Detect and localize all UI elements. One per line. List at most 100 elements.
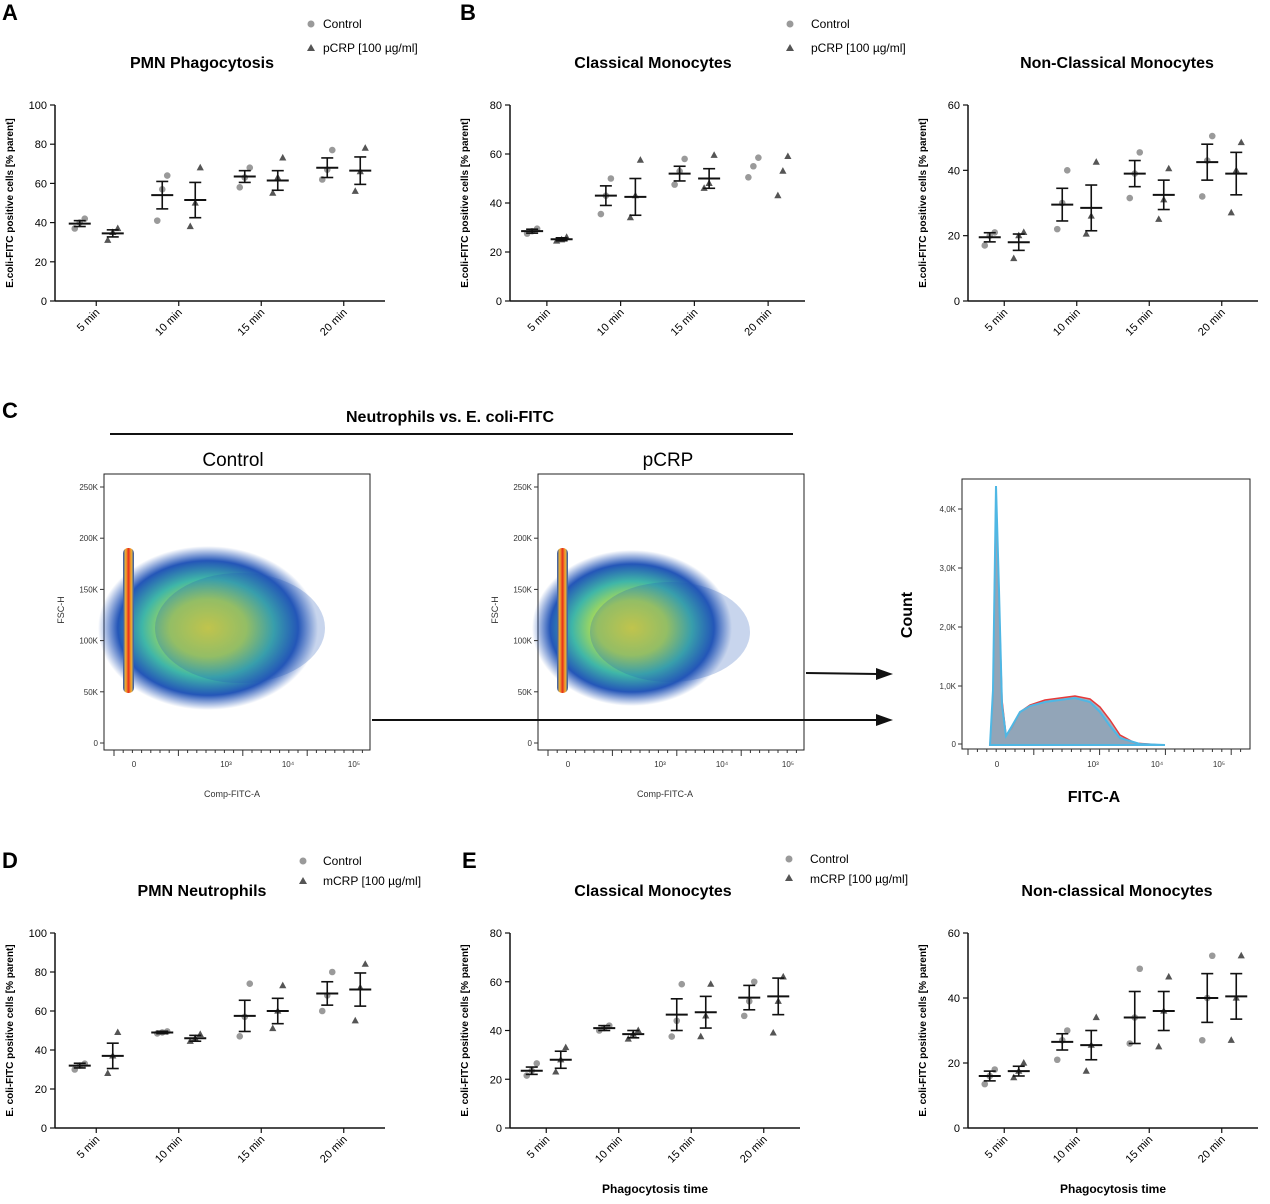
data-point [361, 144, 369, 151]
flow-x-label: Comp-FITC-A [637, 789, 693, 799]
y-tick-label: 40 [948, 993, 960, 1005]
y-tick-label: 0 [954, 1123, 960, 1135]
data-point [1053, 1056, 1061, 1064]
data-point [163, 172, 171, 179]
data-point [740, 1012, 748, 1020]
data-point [1208, 952, 1216, 960]
legend-treatment-label: mCRP [100 µg/ml] [323, 874, 421, 888]
y-axis-label: E. coli-FITC positive cells [% parent] [5, 944, 16, 1116]
y-tick-label: 40 [490, 198, 502, 210]
data-point [1010, 1073, 1018, 1081]
series-treatment [550, 151, 792, 244]
data-point [779, 167, 787, 174]
data-point [318, 1007, 326, 1015]
hist-x-tick-label: 0 [995, 760, 1000, 769]
legend-treatment-label: pCRP [100 µg/ml] [811, 41, 906, 55]
data-point [1208, 132, 1216, 140]
x-axis-label: Phagocytosis time [1060, 1182, 1166, 1196]
data-point [668, 1033, 676, 1040]
flow-plot-pcrp: 250K 200K 150K 100K 50K 0 0 10³ 10⁴ 10⁵ FSC-H Com… [490, 473, 805, 799]
flow-x-tick-label: 10⁴ [716, 760, 729, 769]
hist-x-tick-label: 10⁴ [1151, 760, 1164, 769]
y-tick-label: 20 [490, 247, 502, 259]
y-tick-label: 0 [496, 1123, 502, 1135]
y-tick-label: 40 [35, 218, 47, 230]
data-point [755, 154, 762, 161]
flow-y-tick-label: 200K [513, 534, 532, 543]
legend-treatment-marker [299, 877, 307, 884]
y-tick-label: 60 [35, 178, 47, 190]
y-tick-label: 40 [490, 1026, 502, 1038]
legend-control-label: Control [811, 17, 850, 31]
data-point [196, 163, 204, 171]
y-axis-label: E.coli-FITC positive cells [% parent] [5, 118, 16, 287]
data-point [697, 1032, 705, 1040]
data-point [769, 1028, 777, 1036]
y-tick-label: 0 [41, 296, 47, 308]
flow-y-label: FSC-H [490, 596, 500, 624]
data-point [1165, 164, 1173, 172]
data-point [1198, 193, 1206, 200]
data-point [114, 1028, 122, 1036]
data-point [1063, 1027, 1071, 1034]
data-point [1136, 149, 1144, 156]
series-control [68, 146, 339, 232]
flow-plot-control: 250K 200K 150K 100K 50K 0 0 10³ 10⁴ 10⁵ FSC-H Com… [56, 473, 371, 799]
histogram-y-label: Count [899, 591, 916, 638]
flow-y-tick-label: 250K [79, 483, 98, 492]
flow-x-tick-label: 10³ [654, 760, 666, 769]
data-point [1227, 1036, 1235, 1043]
y-tick-label: 60 [490, 149, 502, 161]
data-point [269, 1024, 277, 1032]
data-point [1237, 138, 1245, 146]
x-tick-label: 20 min [738, 1134, 770, 1166]
series-treatment [549, 972, 790, 1075]
data-point [1092, 158, 1100, 165]
y-tick-label: 20 [490, 1074, 502, 1086]
data-point [104, 236, 112, 243]
data-point [597, 210, 605, 218]
data-point [328, 968, 336, 976]
series-treatment [1007, 138, 1248, 262]
data-point [607, 175, 615, 182]
chart-B2: Non-Classical Monocytes 0 20 40 60 E.coli-FIT… [918, 55, 1258, 338]
legend-treatment-label: pCRP [100 µg/ml] [323, 41, 418, 55]
x-tick-label: 10 min [153, 1134, 185, 1166]
y-tick-label: 80 [35, 139, 47, 151]
hist-y-tick-label: 1,0K [940, 682, 957, 691]
data-point [1082, 230, 1090, 237]
series-control [978, 952, 1219, 1088]
y-axis-label: E.coli-FITC positive cells [% parent] [918, 118, 929, 287]
legend-treatment-marker [307, 44, 315, 51]
data-point [710, 151, 718, 158]
panel-letter-d: D [2, 848, 18, 873]
legend-treatment-marker [785, 874, 793, 881]
x-tick-label: 10 min [1051, 1134, 1083, 1166]
arrow-head-icon [876, 714, 893, 726]
legend-control-marker [299, 857, 307, 865]
flow-x-tick-label: 10⁵ [348, 760, 360, 769]
y-tick-label: 80 [490, 928, 502, 940]
y-tick-label: 60 [35, 1006, 47, 1018]
chart-title: Classical Monocytes [574, 883, 732, 900]
x-tick-label: 5 min [525, 307, 553, 335]
data-point [1165, 972, 1173, 980]
histogram-control-fill [988, 485, 1166, 746]
flow-y-tick-label: 50K [518, 688, 533, 697]
hist-x-tick-label: 10³ [1087, 760, 1099, 769]
panel-letter-a: A [2, 0, 18, 25]
flow-y-tick-label: 100K [513, 637, 532, 646]
flow-y-tick-label: 0 [94, 739, 99, 748]
arrow-pcrp-to-histogram [805, 672, 879, 675]
chart-D1: PMN Neutrophils 0 20 40 60 80 100 E. coli-FITC … [5, 883, 385, 1165]
y-tick-label: 100 [29, 100, 47, 112]
data-point [246, 980, 254, 987]
data-point [236, 1033, 244, 1040]
chart-title: Classical Monocytes [574, 55, 732, 72]
series-control [521, 154, 762, 237]
flow-y-tick-label: 50K [84, 688, 99, 697]
y-tick-label: 0 [954, 296, 960, 308]
series-treatment [101, 144, 372, 243]
flow-x-tick-label: 10⁵ [782, 760, 794, 769]
y-tick-label: 20 [35, 257, 47, 269]
